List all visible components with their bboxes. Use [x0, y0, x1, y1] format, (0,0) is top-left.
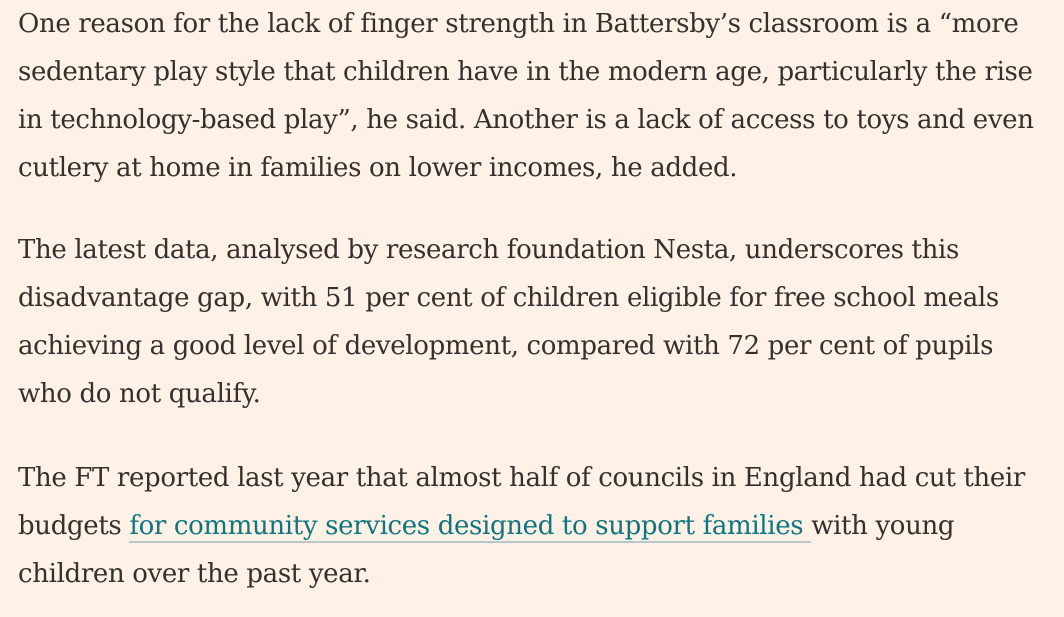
- text-segment: budgets: [18, 511, 130, 541]
- text-line: The latest data, analysed by research fo…: [18, 235, 959, 265]
- text-segment: with young: [811, 511, 955, 541]
- paragraph-council-cuts: The FT reported last year that almost ha…: [18, 454, 1025, 598]
- text-line: cutlery at home in families on lower inc…: [18, 153, 738, 183]
- text-line: disadvantage gap, with 51 per cent of ch…: [18, 283, 999, 313]
- text-line: in technology-based play”, he said. Anot…: [18, 105, 1034, 135]
- text-line-with-link: budgets for community services designed …: [18, 502, 1025, 550]
- text-line: children over the past year.: [18, 559, 371, 589]
- community-services-link[interactable]: for community services designed to suppo…: [129, 511, 812, 543]
- text-line: sedentary play style that children have …: [18, 57, 1033, 87]
- text-line: The FT reported last year that almost ha…: [18, 463, 1025, 493]
- paragraph-finger-strength: One reason for the lack of finger streng…: [18, 0, 1034, 192]
- text-line: who do not qualify.: [18, 379, 261, 409]
- text-line: One reason for the lack of finger streng…: [18, 9, 1019, 39]
- paragraph-nesta-data: The latest data, analysed by research fo…: [18, 226, 999, 418]
- text-line: achieving a good level of development, c…: [18, 331, 994, 361]
